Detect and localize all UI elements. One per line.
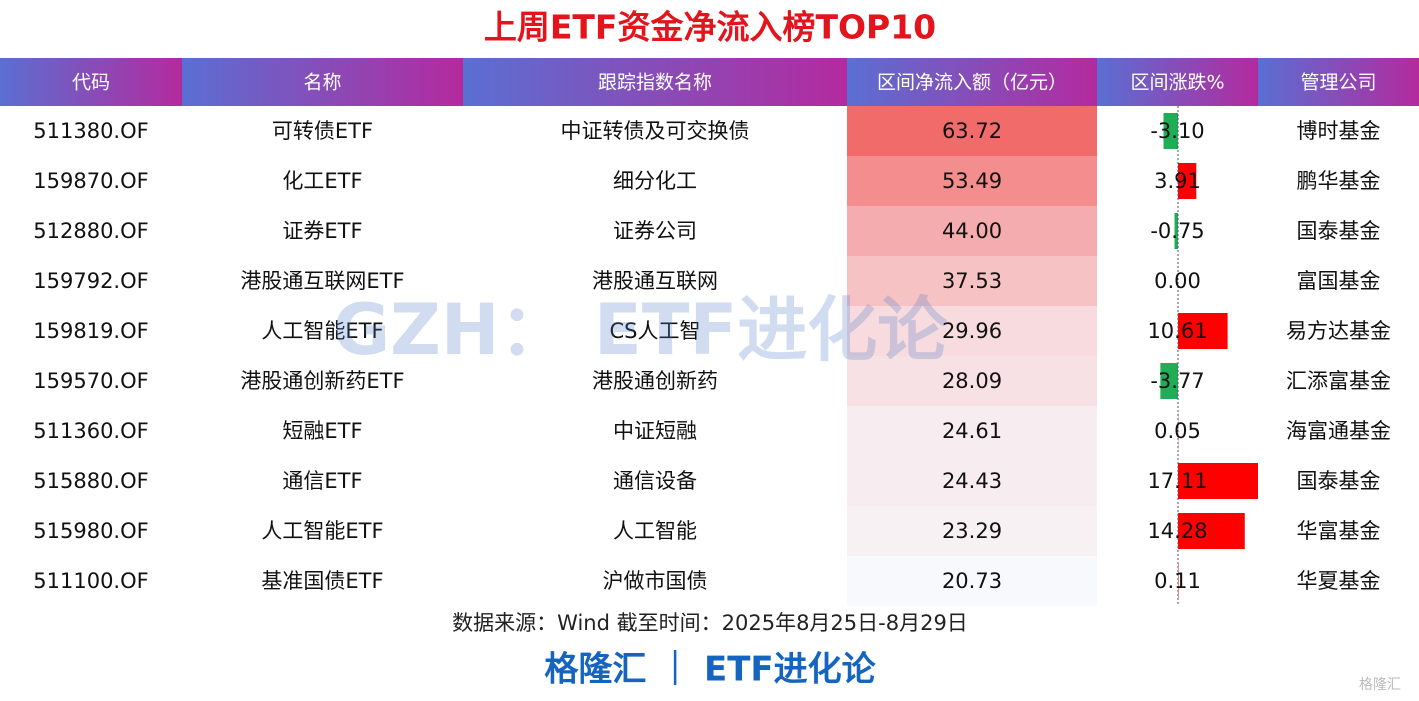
cell-text: CS人工智 <box>610 319 701 343</box>
change-bar <box>1178 463 1258 499</box>
change-bar <box>1174 213 1178 249</box>
cell-text: 人工智能ETF <box>261 519 383 543</box>
cell-text: 0.11 <box>1154 569 1201 593</box>
cell-text: 511360.OF <box>33 419 148 443</box>
cell-text: 中证转债及可交换债 <box>561 119 750 143</box>
change-bar <box>1178 513 1245 549</box>
cell-text: 基准国债ETF <box>261 569 383 593</box>
cell-text: 24.43 <box>942 469 1002 493</box>
cell-text: 人工智能ETF <box>261 319 383 343</box>
cell-text: 0.05 <box>1154 419 1201 443</box>
header-cell <box>0 58 182 106</box>
change-bar <box>1178 313 1228 349</box>
title: 上周ETF资金净流入榜TOP10 <box>484 8 936 47</box>
cell-text: 港股通互联网 <box>592 269 718 293</box>
cell-text: 44.00 <box>942 219 1002 243</box>
cell-text: 国泰基金 <box>1297 469 1381 493</box>
change-bar <box>1163 113 1178 149</box>
header-text: 区间涨跌% <box>1130 72 1224 94</box>
cell-text: 515880.OF <box>33 469 148 493</box>
inflow-heat <box>847 106 1097 156</box>
cell-text: 国泰基金 <box>1297 219 1381 243</box>
cell-text: 159819.OF <box>33 319 148 343</box>
cell-text: 汇添富基金 <box>1286 369 1391 393</box>
cell-text: 港股通创新药ETF <box>240 369 404 393</box>
cell-text: 23.29 <box>942 519 1002 543</box>
cell-text: 人工智能 <box>613 519 697 543</box>
header-cell <box>182 58 463 106</box>
cell-text: 53.49 <box>942 169 1002 193</box>
cell-text: 海富通基金 <box>1286 419 1391 443</box>
header-cell <box>1258 58 1419 106</box>
cell-text: 易方达基金 <box>1286 319 1391 343</box>
cell-text: 可转债ETF <box>272 119 373 143</box>
cell-text: 证券公司 <box>613 219 697 243</box>
change-bar <box>1178 163 1197 199</box>
cell-text: 17.11 <box>1147 469 1207 493</box>
cell-text: 14.28 <box>1147 519 1207 543</box>
cell-text: 富国基金 <box>1297 269 1381 293</box>
cell-text: 37.53 <box>942 269 1002 293</box>
header-text: 代码 <box>72 72 110 94</box>
header-text: 管理公司 <box>1300 72 1376 94</box>
inflow-heat <box>847 156 1097 206</box>
inflow-heat <box>847 506 1097 556</box>
cell-text: 512880.OF <box>33 219 148 243</box>
cell-text: 159792.OF <box>33 269 148 293</box>
cell-text: -0.75 <box>1150 219 1204 243</box>
cell-text: 29.96 <box>942 319 1002 343</box>
header-cell <box>1097 58 1258 106</box>
cell-text: 20.73 <box>942 569 1002 593</box>
header-text: 名称 <box>303 72 341 94</box>
cell-text: 511100.OF <box>33 569 148 593</box>
header-text: 跟踪指数名称 <box>598 72 712 94</box>
cell-text: 28.09 <box>942 369 1002 393</box>
cell-text: 细分化工 <box>613 169 697 193</box>
table: 代码 名称 跟踪指数名称 区间净流入额（亿元） 区间涨跌% 管理公司 511380.OF 可转… <box>0 58 1419 606</box>
cell-text: 24.61 <box>942 419 1002 443</box>
inflow-heat <box>847 306 1097 356</box>
cell-text: 博时基金 <box>1297 119 1381 143</box>
inflow-heat <box>847 356 1097 406</box>
cell-text: 通信设备 <box>613 469 697 493</box>
cell-text: 港股通创新药 <box>592 369 718 393</box>
inflow-heat <box>847 456 1097 506</box>
cell-text: 短融ETF <box>282 419 362 443</box>
cell-text: 63.72 <box>942 119 1002 143</box>
cell-text: 证券ETF <box>282 219 362 243</box>
footer: 格隆汇 ｜ ETF进化论 <box>544 650 876 690</box>
cell-text: 10.61 <box>1147 319 1207 343</box>
inflow-heat <box>847 256 1097 306</box>
header-cell <box>847 58 1097 106</box>
cell-text: 511380.OF <box>33 119 148 143</box>
cell-text: 华富基金 <box>1297 519 1381 543</box>
header-text: 区间净流入额（亿元） <box>877 72 1067 94</box>
cell-text: 中证短融 <box>613 419 697 443</box>
cell-text: 159870.OF <box>33 169 148 193</box>
cell-text: 通信ETF <box>282 469 362 493</box>
cell-text: -3.10 <box>1150 119 1204 143</box>
change-bar <box>1160 363 1178 399</box>
cell-text: 化工ETF <box>282 169 362 193</box>
inflow-heat <box>847 406 1097 456</box>
cell-text: 港股通互联网ETF <box>240 269 404 293</box>
header-cell <box>463 58 847 106</box>
source: 数据来源：Wind 截至时间：2025年8月25日-8月29日 <box>452 611 968 635</box>
cell-text: -3.77 <box>1150 369 1204 393</box>
cell-text: 沪做市国债 <box>603 569 708 593</box>
cell-text: 159570.OF <box>33 369 148 393</box>
cell-text: 0.00 <box>1154 269 1201 293</box>
cell-text: 515980.OF <box>33 519 148 543</box>
cell-text: 华夏基金 <box>1297 569 1381 593</box>
cell-text: 鹏华基金 <box>1297 169 1381 193</box>
inflow-heat <box>847 556 1097 606</box>
logo: 格隆汇 <box>1359 677 1401 693</box>
change-bar <box>1178 563 1179 599</box>
watermark: GZH： ETF进化论 <box>333 289 949 371</box>
cell-text: 3.91 <box>1154 169 1201 193</box>
inflow-heat <box>847 206 1097 256</box>
